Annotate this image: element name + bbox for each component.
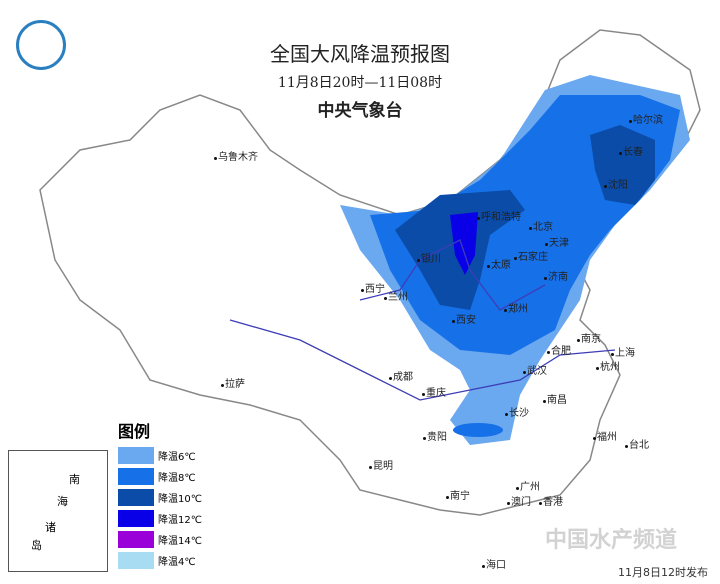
legend-label: 降温14℃ xyxy=(158,536,202,547)
city-label: 广州 xyxy=(516,482,540,493)
city-label: 西安 xyxy=(452,315,476,326)
city-label: 合肥 xyxy=(547,346,571,357)
legend-label: 降温10℃ xyxy=(158,494,202,505)
city-label: 杭州 xyxy=(596,362,620,373)
legend-item: 降温14℃ xyxy=(118,529,202,550)
inset-label: 诸 xyxy=(45,521,56,534)
legend-title: 图例 xyxy=(118,422,151,441)
city-label: 昆明 xyxy=(369,461,393,472)
city-label: 哈尔滨 xyxy=(629,115,663,126)
city-label: 海口 xyxy=(482,560,506,571)
city-label: 济南 xyxy=(544,272,568,283)
city-label: 上海 xyxy=(611,348,635,359)
city-label: 郑州 xyxy=(504,304,528,315)
city-label: 石家庄 xyxy=(514,252,548,263)
inset-label: 岛 xyxy=(31,539,42,552)
legend-label: 降温6℃ xyxy=(158,452,196,463)
issued-time: 11月8日12时发布 xyxy=(618,566,708,579)
city-label: 重庆 xyxy=(422,388,446,399)
city-label: 福州 xyxy=(593,432,617,443)
forecast-period: 11月8日20时—11日08时 xyxy=(277,75,443,91)
legend-item: 降温6℃ xyxy=(118,445,202,466)
city-label: 台北 xyxy=(625,440,649,451)
cooling-12-region xyxy=(450,212,478,275)
city-label: 拉萨 xyxy=(221,379,245,390)
inset-label: 南 xyxy=(69,473,80,486)
city-label: 太原 xyxy=(487,260,511,271)
city-label: 成都 xyxy=(389,372,413,383)
city-label: 澳门 xyxy=(507,497,531,508)
city-label: 南昌 xyxy=(543,395,567,406)
legend-label: 降温12℃ xyxy=(158,515,202,526)
city-label: 武汉 xyxy=(523,366,547,377)
legend-swatch xyxy=(118,489,154,506)
city-label: 南京 xyxy=(577,334,601,345)
legend: 图例 降温6℃ 降温8℃ 降温10℃ 降温12℃ 降温14℃ 降温4℃ xyxy=(118,418,202,571)
legend-swatch xyxy=(118,552,154,569)
map-title: 全国大风降温预报图 xyxy=(270,42,450,66)
legend-label: 降温8℃ xyxy=(158,473,196,484)
issuer: 中央气象台 xyxy=(317,101,403,121)
south-china-sea-inset: 南 海 诸 岛 xyxy=(8,450,108,572)
legend-swatch xyxy=(118,468,154,485)
cooling-8-region-south xyxy=(453,423,503,437)
inset-label: 海 xyxy=(57,495,68,508)
city-label: 长春 xyxy=(619,147,643,158)
legend-item: 降温4℃ xyxy=(118,550,202,571)
legend-label: 降温4℃ xyxy=(158,557,196,568)
city-label: 天津 xyxy=(545,238,569,249)
city-label: 沈阳 xyxy=(604,180,628,191)
legend-swatch xyxy=(118,531,154,548)
yellow-river xyxy=(359,239,546,311)
city-label: 西宁 xyxy=(361,284,385,295)
city-label: 南宁 xyxy=(446,491,470,502)
city-label: 贵阳 xyxy=(423,432,447,443)
city-label: 北京 xyxy=(529,222,553,233)
city-label: 兰州 xyxy=(384,292,408,303)
city-label: 香港 xyxy=(539,497,563,508)
cma-logo xyxy=(16,20,66,70)
yangtze-river xyxy=(229,319,616,401)
city-label: 长沙 xyxy=(505,408,529,419)
legend-item: 降温12℃ xyxy=(118,508,202,529)
legend-item: 降温8℃ xyxy=(118,466,202,487)
legend-swatch xyxy=(118,447,154,464)
city-label: 乌鲁木齐 xyxy=(214,152,258,163)
city-label: 呼和浩特 xyxy=(477,212,521,223)
legend-swatch xyxy=(118,510,154,527)
city-label: 银川 xyxy=(417,254,441,265)
legend-item: 降温10℃ xyxy=(118,487,202,508)
watermark: 中国水产频道 xyxy=(545,528,678,553)
